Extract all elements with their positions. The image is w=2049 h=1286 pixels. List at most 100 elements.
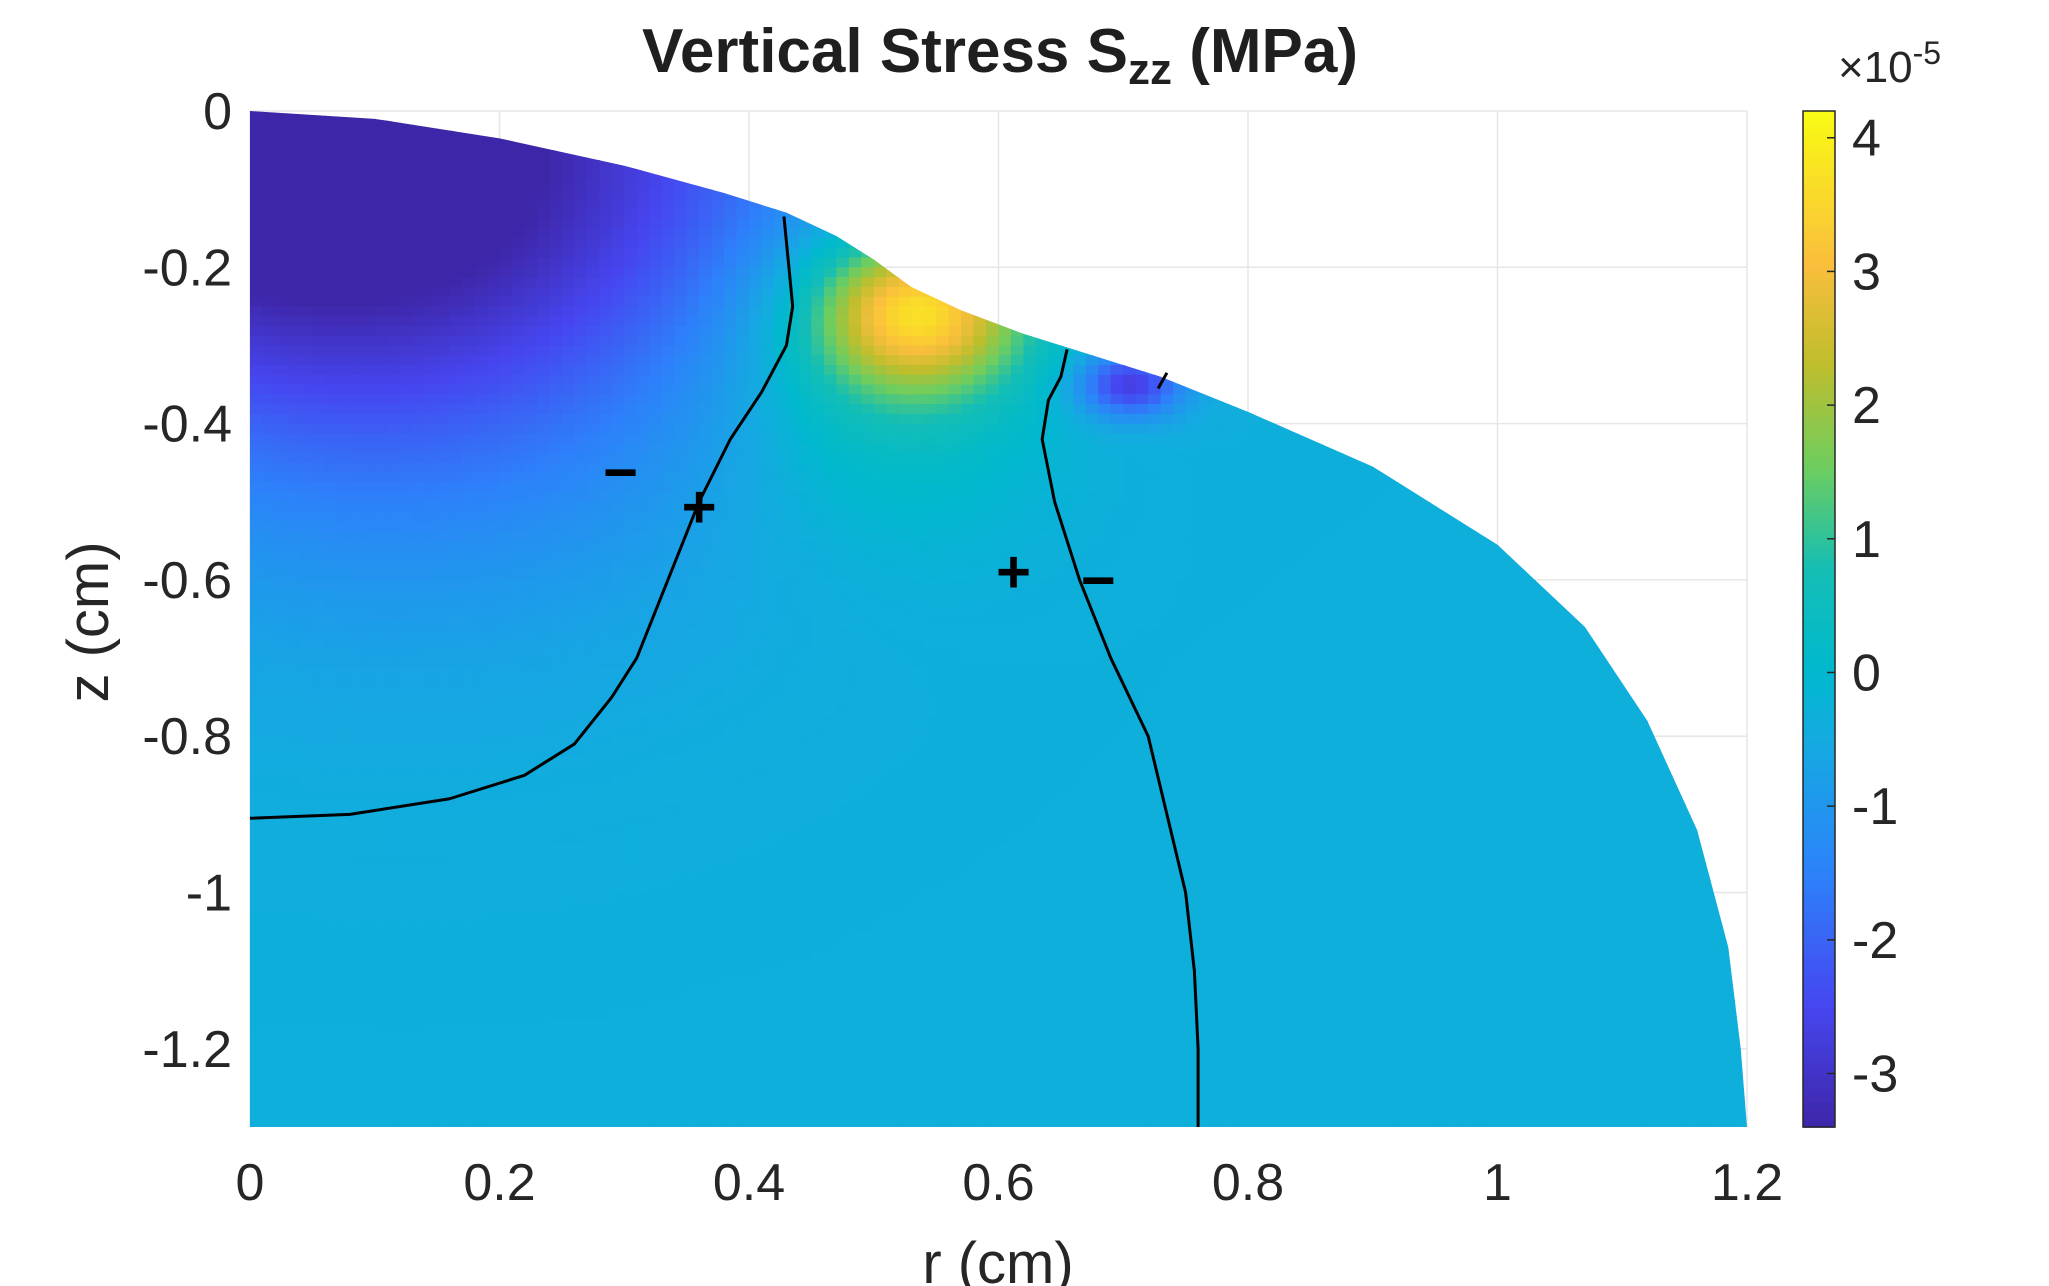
field-cell [636,355,650,366]
field-cell [686,443,700,454]
field-cell [287,452,301,464]
field-cell [337,179,351,190]
field-cell [1073,433,1087,444]
field-cell [724,335,738,347]
field-cell [773,501,788,513]
field-cell [1322,472,1337,484]
field-cell [524,355,538,366]
field-cell [1210,452,1224,464]
field-cell [599,404,613,415]
field-cell [1185,462,1199,474]
field-cell [873,433,888,444]
field-cell [349,325,364,337]
field-cell [499,267,513,278]
field-cell [412,394,426,405]
field-cell [549,257,563,269]
field-cell [1110,452,1125,464]
field-cell [474,316,488,327]
field-cell [1098,355,1112,366]
field-cell [387,208,401,220]
field-cell [848,325,863,337]
field-cell [961,374,975,386]
field-cell [861,511,875,523]
field-cell [624,267,638,278]
field-cell [511,482,526,493]
field-cell [773,492,788,503]
field-cell [462,452,476,464]
field-cell [262,482,276,493]
field-cell [387,198,401,210]
field-cell [299,355,314,366]
field-cell [886,374,900,386]
field-cell [324,286,339,298]
field-cell [412,257,426,269]
field-cell [936,433,950,444]
field-cell [1235,423,1249,435]
field-cell [462,433,476,444]
field-cell [1235,492,1249,503]
field-cell [1235,452,1249,464]
field-cell [1060,365,1075,376]
field-cell [624,511,638,523]
field-cell [449,443,463,454]
field-cell [437,345,451,357]
field-cell [1422,501,1436,513]
field-cell [923,443,937,454]
field-cell [412,130,426,142]
field-cell [362,169,376,181]
field-cell [811,433,825,444]
field-cell [1260,501,1274,513]
field-cell [511,140,526,151]
field-cell [449,462,463,474]
field-cell [773,413,788,425]
field-cell [462,355,476,366]
field-cell [699,365,713,376]
field-cell [773,247,788,259]
field-cell [911,345,925,357]
field-cell [823,296,838,308]
field-cell [374,228,389,239]
field-cell [749,306,763,317]
field-cell [474,482,488,493]
field-cell [886,482,900,493]
field-cell [736,472,750,484]
field-cell [574,189,588,200]
field-cell [736,511,750,523]
field-cell [786,228,800,239]
field-cell [699,492,713,503]
field-cell [287,198,301,210]
field-cell [1173,501,1187,513]
field-cell [961,492,975,503]
field-cell [848,423,863,435]
field-cell [786,433,800,444]
field-cell [1310,492,1324,503]
field-cell [437,325,451,337]
field-cell [374,257,389,269]
field-cell [724,238,738,249]
field-cell [886,306,900,317]
field-cell [536,345,551,357]
field-cell [1010,452,1025,464]
field-cell [250,120,264,132]
field-cell [886,365,900,376]
field-cell [424,179,438,190]
field-cell [387,159,401,171]
field-cell [1198,472,1212,484]
field-cell [499,286,513,298]
field-cell [387,316,401,327]
field-cell [661,325,675,337]
field-cell [561,345,576,357]
field-cell [998,433,1012,444]
field-cell [923,452,937,464]
field-cell [611,335,626,347]
field-cell [1123,492,1137,503]
field-cell [773,511,788,523]
field-cell [299,365,314,376]
field-cell [1310,443,1324,454]
field-cell [549,169,563,181]
field-cell [911,433,925,444]
field-cell [324,179,339,190]
field-cell [1160,433,1174,444]
field-cell [412,189,426,200]
field-cell [561,150,576,161]
